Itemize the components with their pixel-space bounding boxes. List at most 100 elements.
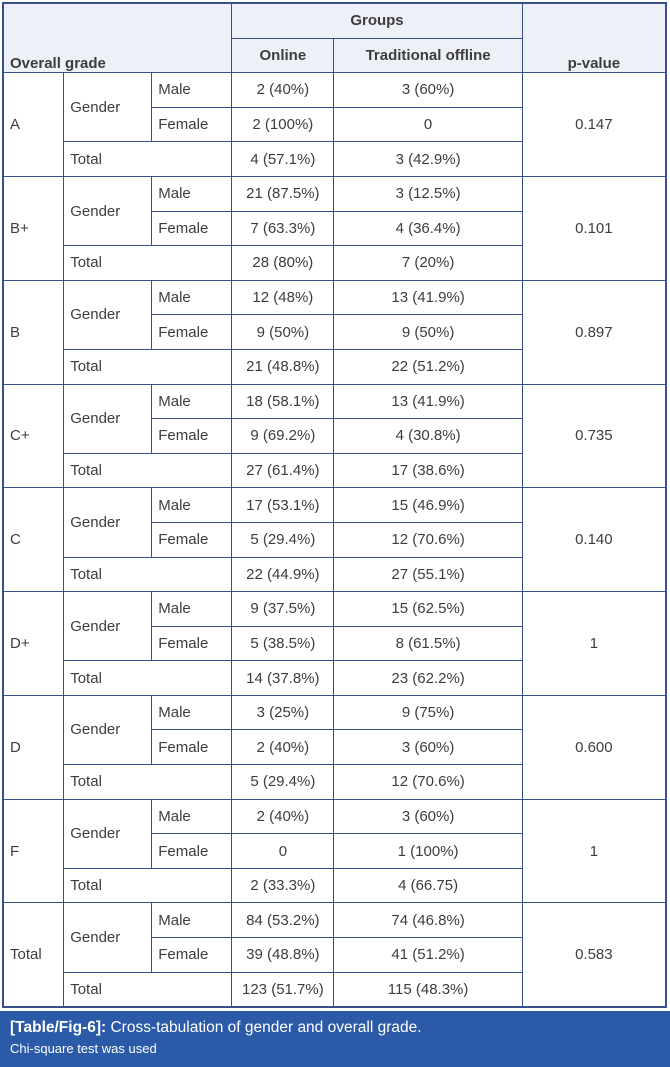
offline-female-value: 4 (36.4%) [333, 210, 523, 247]
offline-female-value: 4 (30.8%) [333, 418, 523, 454]
total-label: Total [63, 764, 233, 800]
total-label: Total [63, 348, 233, 385]
offline-male-value: 3 (60%) [333, 798, 523, 835]
online-female-value: 9 (69.2%) [231, 418, 335, 454]
online-total-value: 27 (61.4%) [231, 452, 335, 489]
table-row: Total 123 (51.7%) 115 (48.3%) [3, 971, 666, 1008]
table-row: Total 2 (33.3%) 4 (66.75) [3, 867, 666, 904]
p-value-cell: 1 [521, 798, 667, 904]
grade-cell: D+ [2, 591, 65, 696]
table-row: C+ Gender Male 18 (58.1%) 13 (41.9%) 0.7… [2, 383, 667, 489]
online-female-value: 0 [231, 833, 335, 869]
online-male-value: 18 (58.1%) [231, 383, 335, 420]
p-value-cell: 1 [521, 591, 667, 696]
online-total-value: 14 (37.8%) [231, 660, 335, 696]
table-row: A Gender Male 2 (40%) 3 (60%) 0.147 [2, 72, 667, 177]
offline-total-value: 4 (66.75) [333, 867, 523, 904]
female-label: Female [151, 314, 233, 350]
table-row: Female 5 (38.5%) 8 (61.5%) [3, 625, 666, 662]
offline-male-value: 13 (41.9%) [333, 383, 523, 420]
female-label: Female [151, 729, 233, 766]
gender-label: Gender [63, 902, 153, 973]
total-label: Total [63, 452, 233, 489]
offline-total-value: 17 (38.6%) [333, 452, 523, 489]
offline-total-value: 12 (70.6%) [333, 764, 523, 800]
header-row-groups: Overall grade Groups p-value [2, 2, 667, 74]
offline-total-value: 115 (48.3%) [333, 971, 523, 1008]
male-label: Male [151, 902, 233, 939]
offline-male-value: 13 (41.9%) [333, 279, 523, 316]
caption-text: Cross-tabulation of gender and overall g… [110, 1019, 422, 1037]
online-total-value: 21 (48.8%) [231, 348, 335, 385]
table-row: C Gender Male 17 (53.1%) 15 (46.9%) 0.14… [2, 487, 667, 593]
offline-total-value: 23 (62.2%) [333, 660, 523, 696]
offline-total-value: 22 (51.2%) [333, 348, 523, 385]
cross-tabulation-table: Overall grade Groups p-value Online Trad… [2, 2, 667, 1009]
male-label: Male [151, 591, 233, 627]
total-label: Total [63, 971, 233, 1008]
table-row: F Gender Male 2 (40%) 3 (60%) 1 [2, 798, 667, 904]
offline-female-value: 0 [333, 106, 523, 143]
p-value-cell: 0.101 [521, 175, 667, 281]
column-header-overall-grade: Overall grade [2, 2, 233, 74]
column-header-p-value: p-value [521, 2, 667, 74]
column-header-offline: Traditional offline [333, 37, 523, 74]
male-label: Male [151, 175, 233, 212]
total-label: Total [63, 245, 233, 281]
table-row: Female 2 (100%) 0 [3, 106, 666, 143]
gender-label: Gender [63, 591, 153, 662]
grade-cell: C+ [2, 383, 65, 489]
female-label: Female [151, 521, 233, 558]
offline-male-value: 9 (75%) [333, 694, 523, 731]
offline-male-value: 3 (12.5%) [333, 175, 523, 212]
offline-female-value: 12 (70.6%) [333, 521, 523, 558]
table-row: B+ Gender Male 21 (87.5%) 3 (12.5%) 0.10… [2, 175, 667, 281]
offline-female-value: 8 (61.5%) [333, 625, 523, 662]
offline-male-value: 15 (46.9%) [333, 487, 523, 523]
offline-female-value: 3 (60%) [333, 729, 523, 766]
table-row: D+ Gender Male 9 (37.5%) 15 (62.5%) 1 [2, 591, 667, 696]
p-value-cell: 0.583 [521, 902, 667, 1008]
gender-label: Gender [63, 798, 153, 869]
grade-cell: B [2, 279, 65, 385]
online-male-value: 21 (87.5%) [231, 175, 335, 212]
table-row: Total 4 (57.1%) 3 (42.9%) [3, 141, 666, 177]
p-value-cell: 0.600 [521, 694, 667, 800]
figure-caption-bar: [Table/Fig-6]: Cross-tabulation of gende… [0, 1011, 670, 1067]
table-row: Female 0 1 (100%) [3, 833, 666, 869]
total-label: Total [63, 660, 233, 696]
offline-male-value: 15 (62.5%) [333, 591, 523, 627]
online-male-value: 3 (25%) [231, 694, 335, 731]
online-total-value: 5 (29.4%) [231, 764, 335, 800]
offline-male-value: 3 (60%) [333, 72, 523, 108]
online-male-value: 17 (53.1%) [231, 487, 335, 523]
offline-total-value: 3 (42.9%) [333, 141, 523, 177]
male-label: Male [151, 279, 233, 316]
cross-tabulation-table-wrap: Overall grade Groups p-value Online Trad… [2, 2, 667, 1009]
column-header-online: Online [231, 37, 335, 74]
online-female-value: 5 (38.5%) [231, 625, 335, 662]
male-label: Male [151, 694, 233, 731]
p-value-cell: 0.140 [521, 487, 667, 593]
online-female-value: 39 (48.8%) [231, 937, 335, 973]
table-row: Female 2 (40%) 3 (60%) [3, 729, 666, 766]
offline-female-value: 9 (50%) [333, 314, 523, 350]
online-male-value: 9 (37.5%) [231, 591, 335, 627]
online-female-value: 2 (40%) [231, 729, 335, 766]
header-row-subgroups: Online Traditional offline [3, 37, 666, 74]
p-value-cell: 0.897 [521, 279, 667, 385]
male-label: Male [151, 72, 233, 108]
female-label: Female [151, 833, 233, 869]
grade-cell: B+ [2, 175, 65, 281]
table-row: Total 5 (29.4%) 12 (70.6%) [3, 764, 666, 800]
grade-cell: D [2, 694, 65, 800]
grade-cell: F [2, 798, 65, 904]
caption-line: [Table/Fig-6]: Cross-tabulation of gende… [10, 1018, 658, 1039]
online-female-value: 9 (50%) [231, 314, 335, 350]
offline-total-value: 27 (55.1%) [333, 556, 523, 593]
table-row: Female 7 (63.3%) 4 (36.4%) [3, 210, 666, 247]
grade-cell: Total [2, 902, 65, 1008]
online-total-value: 22 (44.9%) [231, 556, 335, 593]
caption-label: [Table/Fig-6]: [10, 1019, 107, 1037]
